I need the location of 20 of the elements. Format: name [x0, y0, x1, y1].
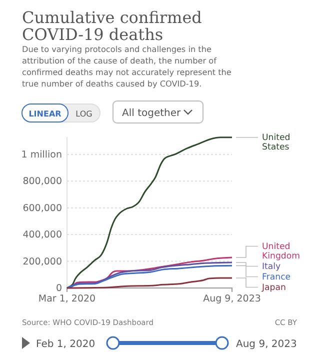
y-tick-label: 800,000: [22, 176, 62, 188]
text: LINEAR: [28, 110, 62, 118]
chart-subtitle: Due to varying protocols and challenges in the attribution of the cause of death, the number of confirmed deaths may not accurately represent the true number of deaths caused by COVID-19.: [22, 44, 232, 88]
text: Japan: [261, 283, 286, 293]
y-tick-label: 600,000: [22, 202, 62, 214]
chart-title: Cumulative confirmed COVID-19 deaths: [22, 8, 202, 44]
y-tick-label: 0: [56, 283, 62, 294]
y-tick-label: 200,000: [22, 256, 62, 268]
text: Italy: [262, 262, 281, 272]
text: LOG: [76, 110, 92, 118]
text: Feb 1, 2020: [36, 339, 96, 350]
text: United Kingdom: [262, 242, 300, 262]
text: France: [262, 272, 291, 282]
text: Aug 9, 2023: [236, 339, 297, 350]
y-tick-label: 1 million: [21, 149, 62, 160]
line-series: [66, 277, 233, 289]
y-tick-label: 400,000: [22, 230, 62, 241]
x-tick-label: Mar 1, 2020: [38, 294, 96, 305]
text: United States: [262, 133, 290, 153]
text: All together: [122, 108, 182, 119]
